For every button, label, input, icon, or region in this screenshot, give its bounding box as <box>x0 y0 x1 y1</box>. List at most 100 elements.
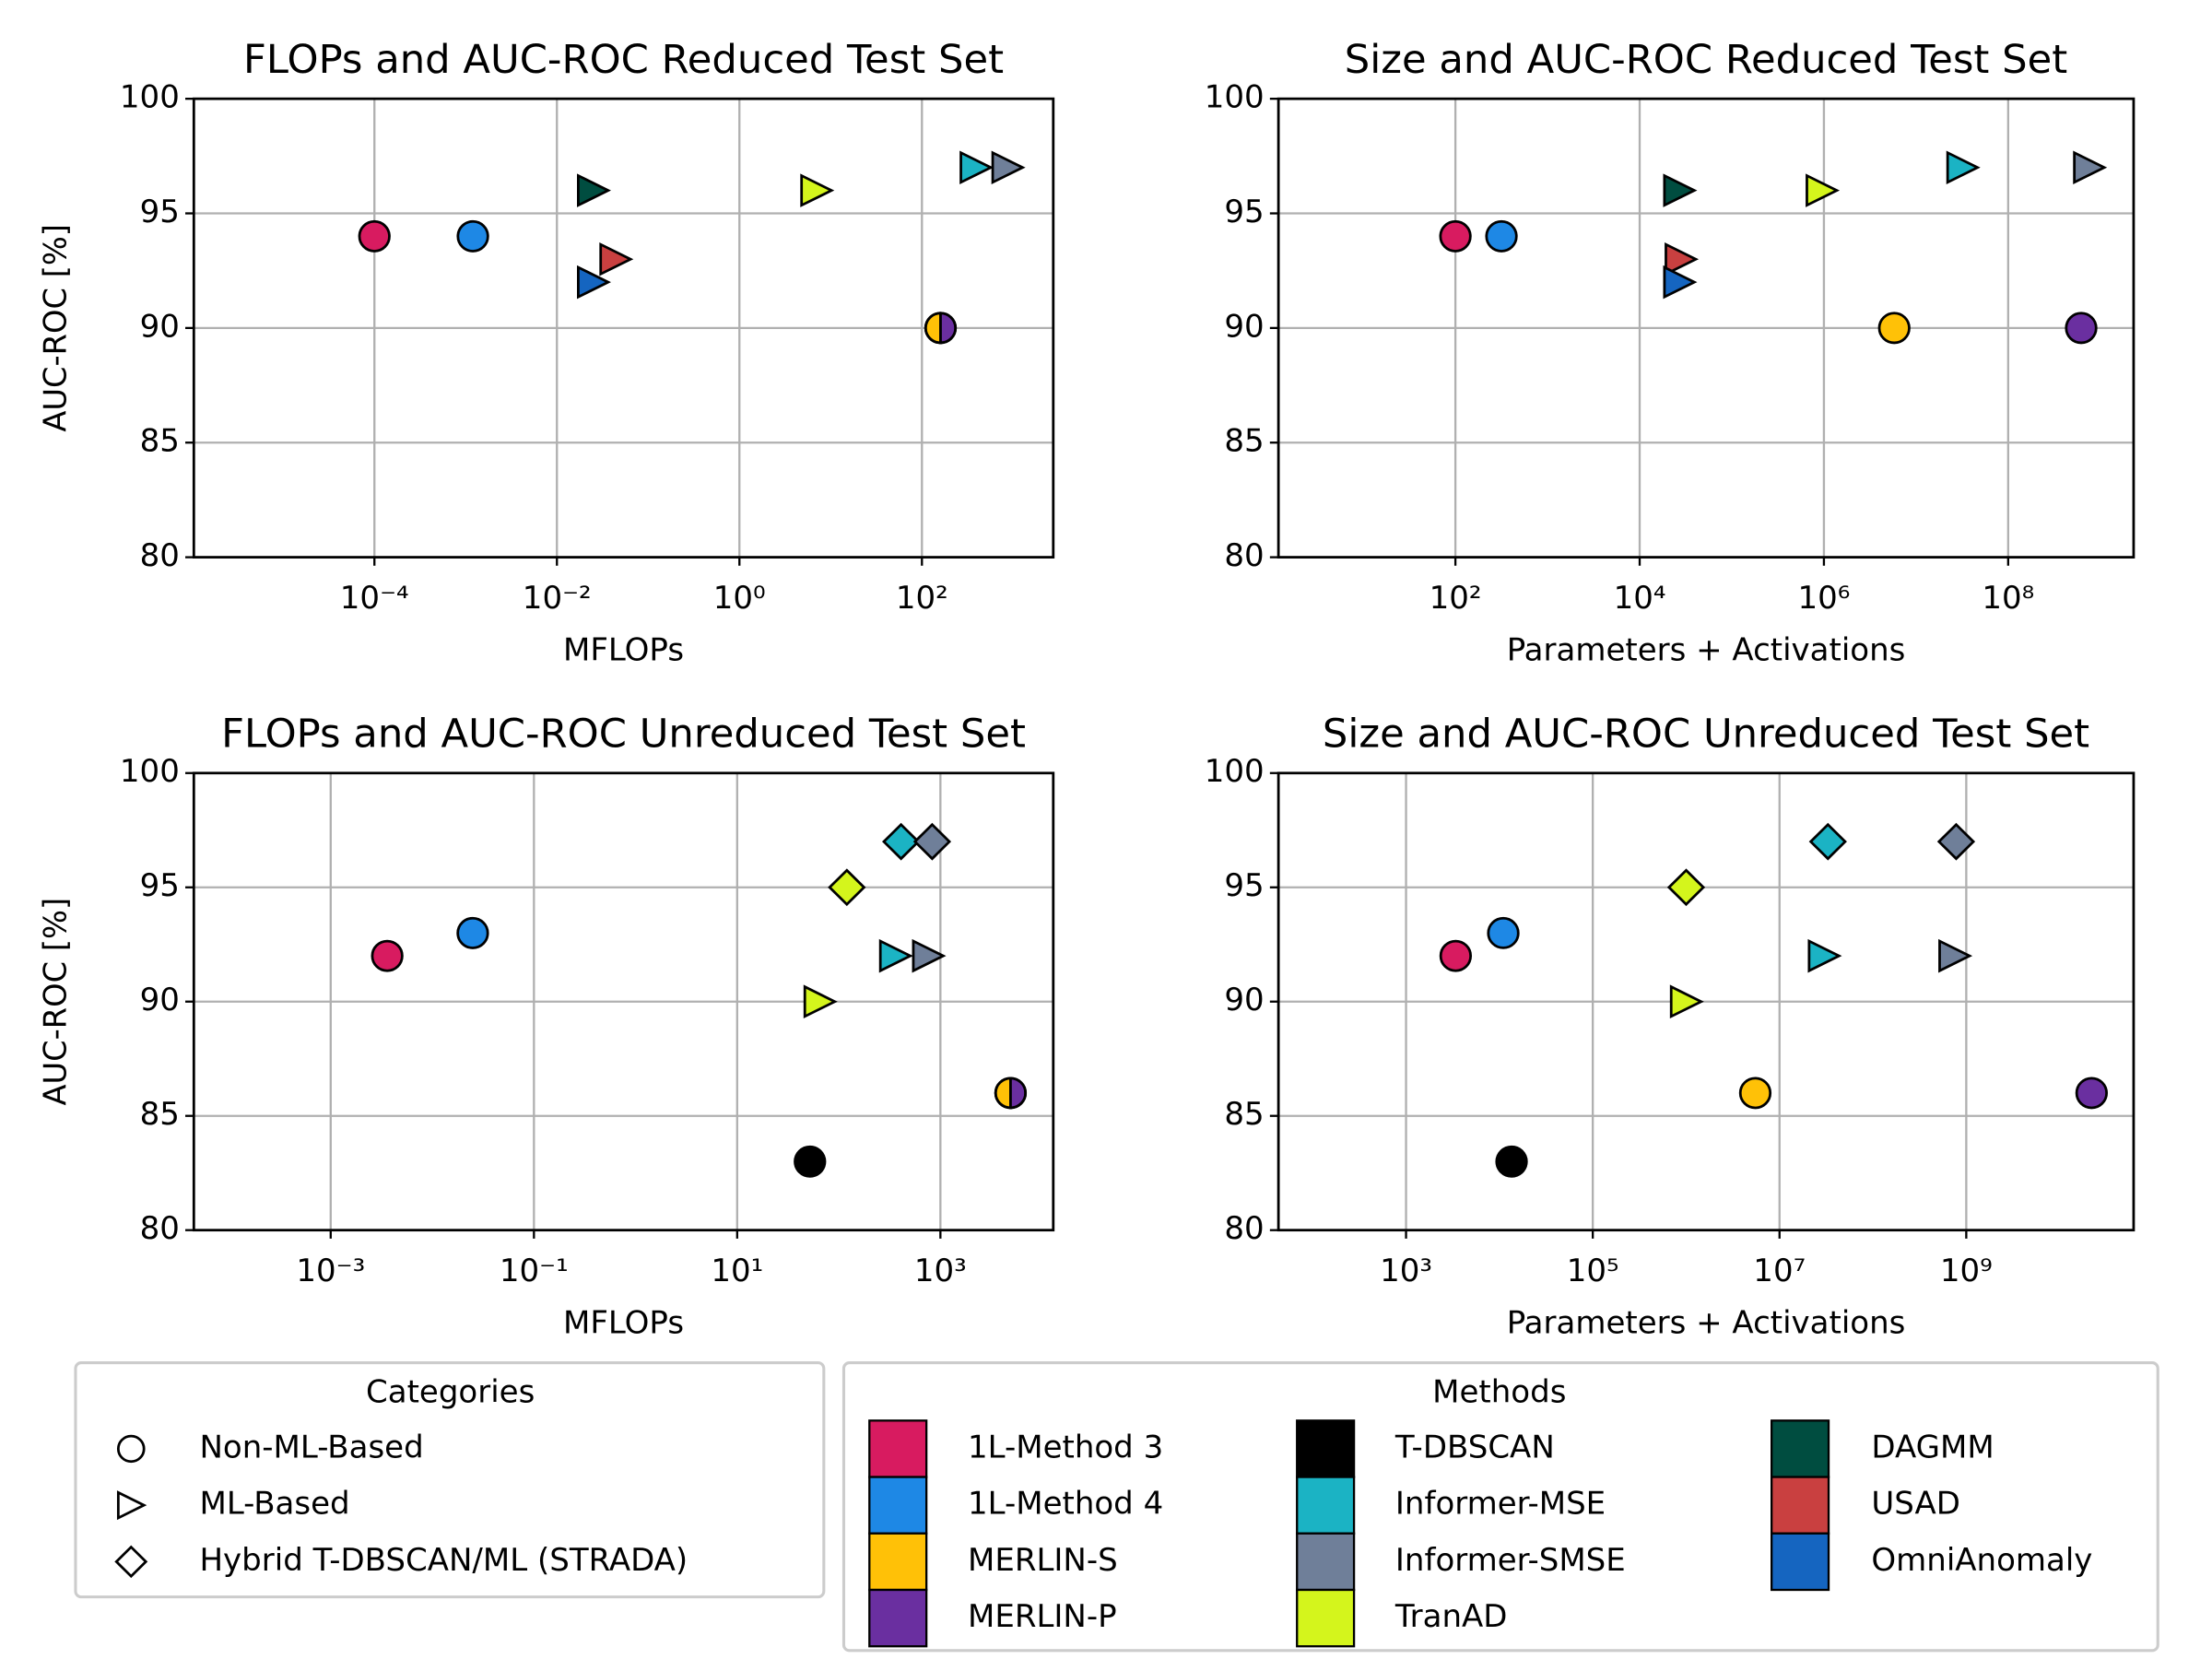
y-tick-label: 85 <box>140 1096 180 1132</box>
point <box>371 939 404 972</box>
point <box>1485 219 1518 253</box>
point <box>803 984 838 1019</box>
y-tick-label: 85 <box>140 423 180 459</box>
y-tick-label: 85 <box>1224 423 1264 459</box>
plot-frame <box>1277 97 2136 559</box>
x-tick-label: 10² <box>896 580 948 616</box>
point <box>991 150 1026 185</box>
legend-label: USAD <box>1871 1486 1960 1522</box>
y-tick-label: 90 <box>140 308 180 344</box>
x-tick-label: 10⁵ <box>1567 1253 1619 1288</box>
x-tick-label: 10¹ <box>711 1253 763 1288</box>
legend-label: TranAD <box>1394 1598 1508 1634</box>
y-tick-label: 80 <box>140 537 180 573</box>
y-tick-label: 90 <box>1224 308 1264 344</box>
y-tick-label: 95 <box>140 194 180 229</box>
legend-label: 1L-Method 3 <box>968 1430 1163 1465</box>
legend-marker <box>116 1490 147 1521</box>
point <box>1663 265 1698 300</box>
point <box>2073 150 2108 185</box>
point <box>794 1145 827 1178</box>
legend-swatch <box>1771 1476 1830 1535</box>
y-tick-label: 85 <box>1224 1096 1264 1132</box>
y-tick-label: 90 <box>140 982 180 1018</box>
x-tick-label: 10⁻² <box>523 580 592 616</box>
x-tick-label: 10² <box>1430 580 1482 616</box>
point <box>1439 939 1473 972</box>
categories-legend-box <box>74 1361 826 1599</box>
point <box>2065 312 2098 345</box>
point <box>1877 312 1911 345</box>
legend-swatch <box>1771 1532 1830 1592</box>
point <box>1495 1145 1528 1178</box>
point-outline <box>924 312 958 345</box>
legend-swatch <box>1296 1532 1356 1592</box>
legend-label: 1L-Method 4 <box>968 1486 1163 1522</box>
legend-swatch <box>868 1476 928 1535</box>
point <box>1936 822 1976 861</box>
x-tick-label: 10⁻¹ <box>500 1253 569 1288</box>
point <box>1946 150 1981 185</box>
point <box>1738 1077 1772 1110</box>
y-tick-label: 80 <box>1224 537 1264 573</box>
plot-frame <box>192 97 1055 559</box>
point <box>1439 219 1472 253</box>
plot-frame <box>1277 771 2136 1232</box>
x-axis-label: Parameters + Activations <box>1507 1305 1906 1341</box>
point <box>828 868 866 907</box>
legend-swatch <box>1771 1419 1830 1478</box>
point <box>1938 938 1973 973</box>
chart-title: FLOPs and AUC-ROC Unreduced Test Set <box>221 712 1026 758</box>
x-tick-label: 10⁻⁴ <box>340 580 409 616</box>
y-tick-label: 100 <box>1205 79 1265 115</box>
x-tick-label: 10⁴ <box>1614 580 1666 616</box>
point <box>1663 173 1698 207</box>
legend-label: Informer-SMSE <box>1395 1542 1626 1578</box>
legend-swatch <box>868 1588 928 1648</box>
point <box>912 938 947 973</box>
legend-swatch <box>868 1419 928 1478</box>
y-tick-label: 95 <box>1224 867 1264 903</box>
point <box>878 938 913 973</box>
chart-title: Size and AUC-ROC Reduced Test Set <box>1345 37 2067 83</box>
point <box>1807 938 1842 973</box>
point <box>577 173 611 207</box>
point <box>2075 1077 2108 1110</box>
chart-title: Size and AUC-ROC Unreduced Test Set <box>1323 712 2089 758</box>
point <box>358 219 391 253</box>
point <box>599 241 634 276</box>
legend-label: Informer-MSE <box>1395 1486 1606 1522</box>
legend-swatch <box>1296 1476 1356 1535</box>
point-outline <box>994 1077 1028 1110</box>
y-tick-label: 95 <box>140 867 180 903</box>
chart-title: FLOPs and AUC-ROC Reduced Test Set <box>243 37 1004 83</box>
point <box>456 916 489 949</box>
x-tick-label: 10⁷ <box>1753 1253 1806 1288</box>
point <box>1808 822 1847 861</box>
legend-label: T-DBSCAN <box>1394 1430 1555 1465</box>
y-tick-label: 100 <box>120 79 180 115</box>
x-tick-label: 10⁹ <box>1940 1253 1993 1288</box>
point <box>1666 868 1706 907</box>
point <box>1487 916 1520 949</box>
x-axis-label: Parameters + Activations <box>1507 632 1906 668</box>
legend-marker <box>114 1545 148 1579</box>
x-axis-label: MFLOPs <box>563 632 684 668</box>
legend-title: Categories <box>366 1374 535 1410</box>
point <box>456 219 489 253</box>
legend-label: MERLIN-P <box>968 1598 1117 1634</box>
plot-frame <box>192 771 1055 1232</box>
x-tick-label: 10⁻³ <box>296 1253 365 1288</box>
y-tick-label: 95 <box>1224 194 1264 229</box>
legend-label: DAGMM <box>1871 1430 1994 1465</box>
y-tick-label: 80 <box>140 1210 180 1246</box>
x-tick-label: 10⁸ <box>1982 580 2034 616</box>
x-tick-label: 10³ <box>1380 1253 1432 1288</box>
legend-label: ML-Based <box>199 1486 349 1522</box>
point <box>800 173 835 207</box>
legend-swatch <box>1296 1588 1356 1648</box>
y-axis-label: AUC-ROC [%] <box>37 224 73 432</box>
legend-swatch <box>1296 1419 1356 1478</box>
legend-swatch <box>868 1532 928 1592</box>
